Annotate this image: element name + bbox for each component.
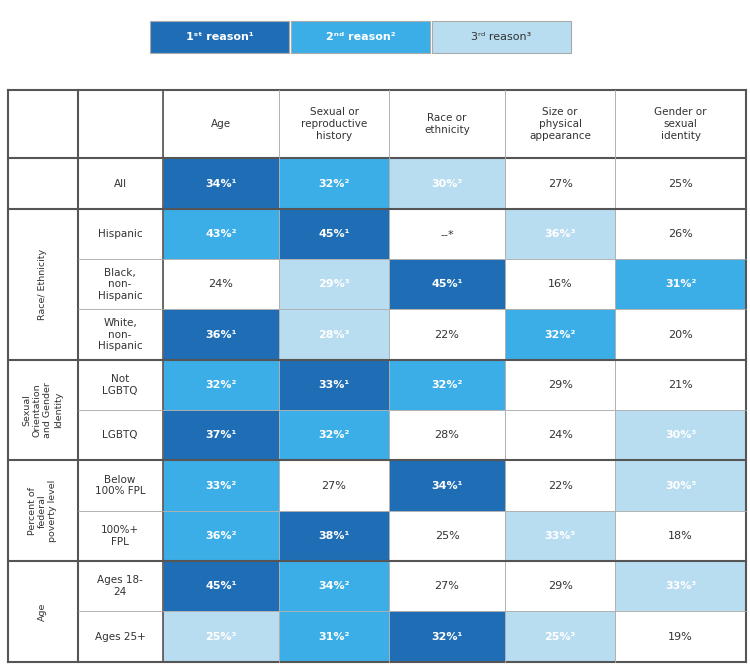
Text: 19%: 19%: [668, 632, 693, 642]
Text: 20%: 20%: [668, 330, 693, 340]
Text: 25%: 25%: [435, 531, 460, 541]
Text: 31%²: 31%²: [664, 279, 696, 289]
Text: 38%¹: 38%¹: [318, 531, 350, 541]
Text: 33%²: 33%²: [206, 481, 236, 491]
Text: Sexual
Orientation
and Gender
Identity: Sexual Orientation and Gender Identity: [22, 382, 63, 438]
Text: 25%³: 25%³: [544, 632, 576, 642]
Text: 22%: 22%: [548, 481, 572, 491]
Text: 27%: 27%: [434, 581, 460, 591]
Text: 45%¹: 45%¹: [206, 581, 237, 591]
Text: 24%: 24%: [548, 430, 572, 440]
Text: 33%³: 33%³: [665, 581, 696, 591]
Text: Ages 25+: Ages 25+: [94, 632, 146, 642]
Text: 18%: 18%: [668, 531, 693, 541]
Text: 28%: 28%: [434, 430, 460, 440]
Text: 25%³: 25%³: [206, 632, 237, 642]
Text: Age: Age: [38, 602, 47, 620]
Text: 31%²: 31%²: [318, 632, 350, 642]
Text: 32%²: 32%²: [544, 330, 576, 340]
Text: White,
non-
Hispanic: White, non- Hispanic: [98, 318, 142, 351]
Text: 33%¹: 33%¹: [319, 380, 350, 390]
Text: 34%¹: 34%¹: [431, 481, 463, 491]
Text: 37%¹: 37%¹: [206, 430, 237, 440]
Text: Below
100% FPL: Below 100% FPL: [94, 475, 146, 496]
Text: All: All: [113, 179, 127, 189]
Text: 28%³: 28%³: [318, 330, 350, 340]
Text: 24%: 24%: [209, 279, 233, 289]
Text: 45%¹: 45%¹: [318, 229, 350, 239]
Text: 43%²: 43%²: [206, 229, 237, 239]
Text: 32%²: 32%²: [206, 380, 237, 390]
Text: LGBTQ: LGBTQ: [103, 430, 138, 440]
Text: Size or
physical
appearance: Size or physical appearance: [530, 108, 591, 141]
Text: 21%: 21%: [668, 380, 693, 390]
Text: 30%³: 30%³: [431, 179, 463, 189]
Text: 30%³: 30%³: [665, 481, 696, 491]
Text: 100%+
FPL: 100%+ FPL: [101, 525, 140, 547]
Text: 29%: 29%: [548, 380, 572, 390]
Text: 25%: 25%: [668, 179, 693, 189]
Text: 29%³: 29%³: [318, 279, 350, 289]
Text: Hispanic: Hispanic: [98, 229, 142, 239]
Text: 32%²: 32%²: [318, 179, 350, 189]
Text: 16%: 16%: [548, 279, 572, 289]
Text: Not
LGBTQ: Not LGBTQ: [103, 374, 138, 396]
Text: 29%: 29%: [548, 581, 572, 591]
Text: 27%: 27%: [548, 179, 572, 189]
Text: 27%: 27%: [322, 481, 346, 491]
Text: --*: --*: [440, 229, 454, 239]
Text: Ages 18-
24: Ages 18- 24: [98, 575, 143, 597]
Text: 33%³: 33%³: [544, 531, 576, 541]
Text: 1ˢᵗ reason¹: 1ˢᵗ reason¹: [185, 31, 254, 42]
Text: 32%¹: 32%¹: [431, 632, 463, 642]
Text: Gender or
sexual
identity: Gender or sexual identity: [654, 108, 706, 141]
Text: 3ʳᵈ reason³: 3ʳᵈ reason³: [471, 31, 532, 42]
Text: Age: Age: [211, 119, 231, 129]
Text: 22%: 22%: [434, 330, 460, 340]
Text: 30%³: 30%³: [665, 430, 696, 440]
Text: 36%²: 36%²: [206, 531, 237, 541]
Text: 36%¹: 36%¹: [206, 330, 237, 340]
Text: Race or
ethnicity: Race or ethnicity: [424, 113, 470, 135]
Text: 34%¹: 34%¹: [206, 179, 237, 189]
Text: Black,
non-
Hispanic: Black, non- Hispanic: [98, 267, 142, 301]
Text: Sexual or
reproductive
history: Sexual or reproductive history: [301, 108, 368, 141]
Text: 26%: 26%: [668, 229, 693, 239]
Text: 36%³: 36%³: [544, 229, 576, 239]
Text: 45%¹: 45%¹: [431, 279, 463, 289]
Text: Percent of
federal
poverty level: Percent of federal poverty level: [28, 479, 58, 542]
Text: 34%²: 34%²: [318, 581, 350, 591]
Text: Race/ Ethnicity: Race/ Ethnicity: [38, 249, 47, 320]
Text: 32%²: 32%²: [318, 430, 350, 440]
Text: 32%²: 32%²: [431, 380, 463, 390]
Text: 2ⁿᵈ reason²: 2ⁿᵈ reason²: [326, 31, 395, 42]
